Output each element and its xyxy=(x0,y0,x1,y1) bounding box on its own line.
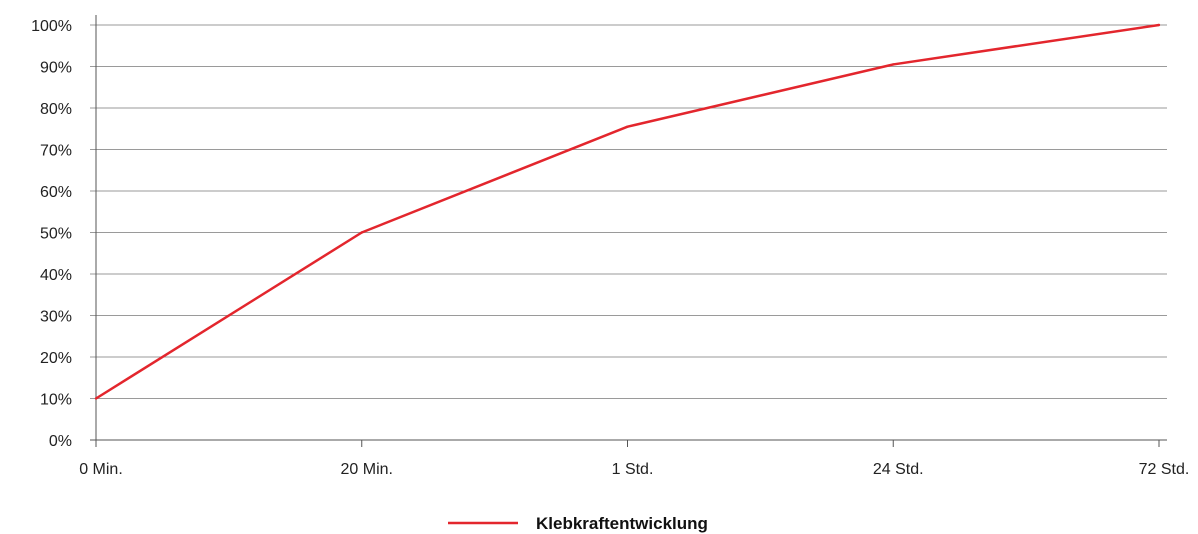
y-tick-label: 60% xyxy=(40,184,72,201)
y-tick-label: 10% xyxy=(40,392,72,409)
y-tick-label: 90% xyxy=(40,60,72,77)
x-tick-labels: 0 Min. 20 Min. 1 Std. 24 Std. 72 Std. xyxy=(79,461,1189,478)
y-tick-label: 50% xyxy=(40,226,72,243)
data-point xyxy=(892,63,895,66)
y-tick-label: 20% xyxy=(40,350,72,367)
x-tick-label: 20 Min. xyxy=(341,461,393,478)
x-tick-label: 72 Std. xyxy=(1139,461,1190,478)
y-tick-label: 40% xyxy=(40,267,72,284)
legend: Klebkraftentwicklung xyxy=(448,514,708,533)
data-point xyxy=(626,125,629,128)
axes xyxy=(90,15,1167,447)
x-tick-label: 24 Std. xyxy=(873,461,924,478)
series xyxy=(94,23,1161,400)
y-tick-label: 80% xyxy=(40,101,72,118)
x-tick-label: 1 Std. xyxy=(612,461,654,478)
y-tick-label: 30% xyxy=(40,309,72,326)
gridlines xyxy=(90,24,1167,399)
legend-label: Klebkraftentwicklung xyxy=(536,514,708,533)
data-point xyxy=(360,231,363,234)
x-tick-label: 0 Min. xyxy=(79,461,123,478)
data-point xyxy=(1157,23,1161,27)
y-tick-label: 0% xyxy=(49,433,72,450)
y-tick-label: 70% xyxy=(40,143,72,160)
y-tick-labels: 0% 10% 20% 30% 40% 50% 60% 70% 80% 90% 100% xyxy=(31,18,72,450)
y-tick-label: 100% xyxy=(31,18,72,35)
data-point xyxy=(94,397,98,400)
series-line xyxy=(95,23,1160,400)
